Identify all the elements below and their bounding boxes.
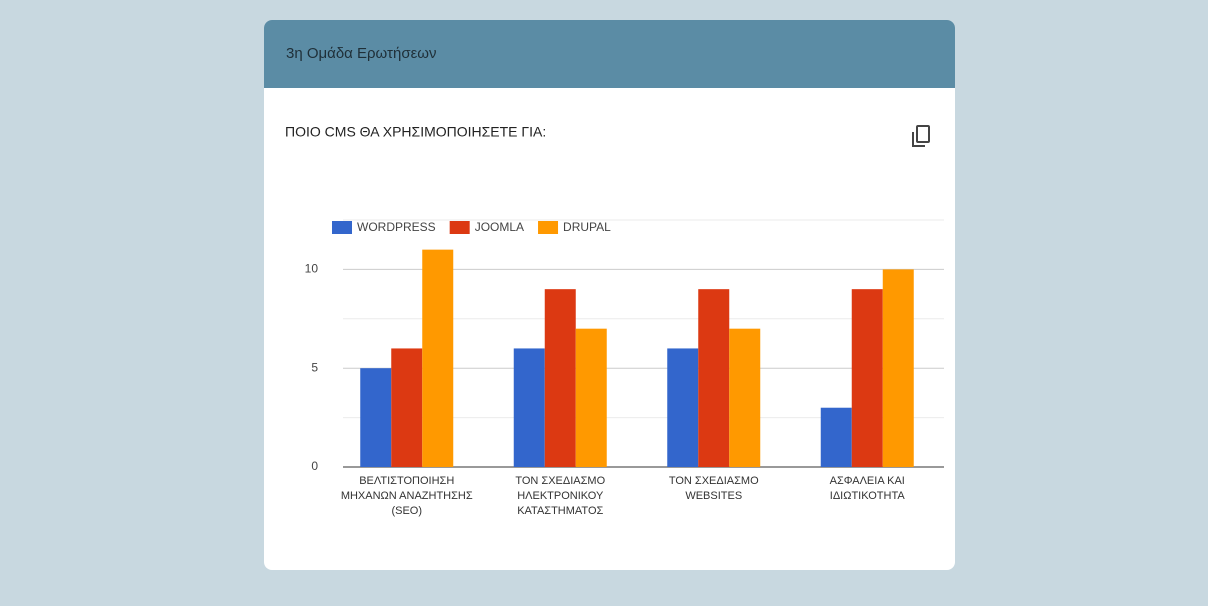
bar [698,289,730,467]
x-tick-label: ΒΕΛΤΙΣΤΟΠΟΙΗΣΗ ΜΗΧΑΝΩΝ ΑΝΑΖΗΤΗΣΗΣ (SEO) [340,475,473,517]
bar [729,328,761,467]
x-tick-label: ΑΣΦΑΛΕΙΑ ΚΑΙ ΙΔΙΩΤΙΚΟΤΗΤΑ [829,475,905,502]
legend-swatch [449,221,470,234]
legend-swatch [538,221,559,234]
legend-label: DRUPAL [563,220,611,234]
bar [391,348,423,467]
bar [882,269,914,467]
bar [544,289,576,467]
y-tick-label: 5 [311,360,318,374]
bar [820,407,852,467]
bar [360,368,392,467]
x-tick-label: ΤΟΝ ΣΧΕΔΙΑΣΜΟ WEBSITES [668,475,759,502]
chart-title: ΠΟΙΟ CMS ΘΑ ΧΡΗΣΙΜΟΠΟΙΗΣΕΤΕ ΓΙΑ: [285,124,546,140]
legend-swatch [332,221,352,234]
y-tick-label: 0 [311,459,318,473]
copy-icon[interactable] [912,125,930,147]
legend-label: JOOMLA [475,220,524,234]
x-tick-label: ΤΟΝ ΣΧΕΔΙΑΣΜΟ ΗΛΕΚΤΡΟΝΙΚΟΥ ΚΑΤΑΣΤΗΜΑΤΟΣ [515,475,606,517]
section-header: 3η Ομάδα Ερωτήσεων [264,20,955,88]
bar [422,249,454,467]
bar [667,348,699,467]
legend-label: WORDPRESS [357,220,436,234]
bar [851,289,883,467]
card: 3η Ομάδα Ερωτήσεων [264,20,955,570]
bar [575,328,607,467]
y-tick-label: 10 [305,262,319,276]
bar [513,348,545,467]
